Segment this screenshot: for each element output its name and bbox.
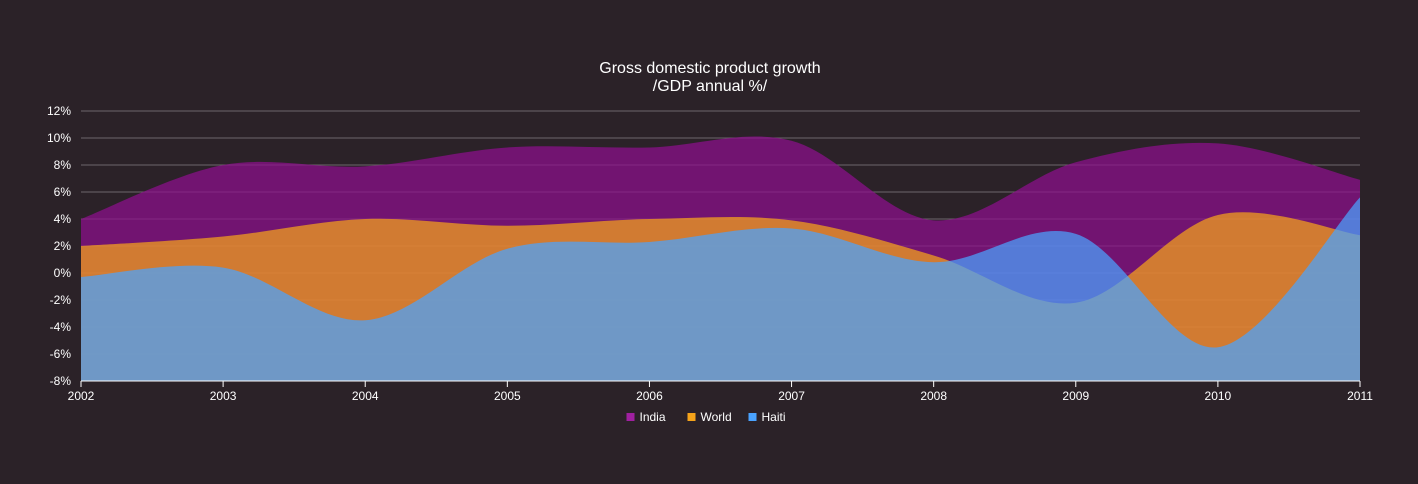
data-point-india[interactable]: [1357, 177, 1363, 183]
legend: India World Haiti: [626, 410, 786, 424]
data-point-india[interactable]: [931, 217, 937, 223]
chart-subtitle: /GDP annual %/: [653, 78, 768, 95]
x-tick-label: 2005: [494, 389, 521, 403]
x-tick-label: 2004: [352, 389, 379, 403]
data-point-haiti[interactable]: [1215, 344, 1221, 350]
y-tick-label: 10%: [47, 131, 71, 145]
data-point-world[interactable]: [220, 234, 226, 240]
y-tick-label: -6%: [50, 347, 72, 361]
data-point-india[interactable]: [78, 216, 84, 222]
x-tick-label: 2002: [68, 389, 95, 403]
legend-item-india[interactable]: India: [626, 410, 666, 424]
legend-swatch: [748, 413, 757, 421]
y-tick-label: -2%: [50, 293, 72, 307]
y-tick-label: 8%: [54, 158, 72, 172]
data-point-haiti[interactable]: [1357, 194, 1363, 200]
data-point-haiti[interactable]: [504, 246, 510, 252]
y-tick-label: 6%: [54, 185, 72, 199]
data-point-india[interactable]: [1215, 140, 1221, 146]
data-point-world[interactable]: [1215, 212, 1221, 218]
data-point-haiti[interactable]: [78, 274, 84, 280]
data-point-world[interactable]: [504, 223, 510, 229]
data-point-haiti[interactable]: [646, 239, 652, 245]
x-tick-label: 2006: [636, 389, 663, 403]
legend-item-haiti[interactable]: Haiti: [748, 410, 786, 424]
axes: 12% 10% 8% 6% 4% 2% 0% -2% -4% -6% -8%2002 2003 2004…: [47, 104, 1373, 403]
y-tick-label: 0%: [54, 266, 72, 280]
y-tick-label: -8%: [50, 374, 72, 388]
data-point-india[interactable]: [789, 138, 795, 144]
data-point-india[interactable]: [220, 162, 226, 168]
data-point-haiti[interactable]: [220, 265, 226, 271]
legend-swatch: [626, 413, 635, 421]
chart-title: Gross domestic product growth: [599, 60, 820, 77]
x-tick-label: 2011: [1347, 389, 1373, 403]
data-point-haiti[interactable]: [789, 225, 795, 231]
legend-label: Haiti: [762, 410, 786, 424]
data-point-world[interactable]: [362, 216, 368, 222]
x-tick-label: 2007: [778, 389, 805, 403]
y-tick-label: -4%: [50, 320, 72, 334]
data-point-world[interactable]: [646, 216, 652, 222]
area-series: [78, 136, 1363, 381]
data-point-india[interactable]: [1073, 159, 1079, 165]
data-point-india[interactable]: [646, 144, 652, 150]
data-point-india[interactable]: [362, 163, 368, 169]
area-haiti[interactable]: [81, 197, 1360, 381]
y-tick-label: 12%: [47, 104, 71, 118]
x-tick-label: 2009: [1062, 389, 1089, 403]
x-tick-label: 2003: [210, 389, 237, 403]
y-tick-label: 2%: [54, 239, 72, 253]
data-point-haiti[interactable]: [1073, 231, 1079, 237]
y-tick-label: 4%: [54, 212, 72, 226]
legend-label: India: [640, 410, 666, 424]
x-tick-label: 2010: [1205, 389, 1232, 403]
x-tick-label: 2008: [920, 389, 947, 403]
data-point-india[interactable]: [504, 144, 510, 150]
data-point-haiti[interactable]: [931, 259, 937, 265]
legend-swatch: [687, 413, 696, 421]
data-point-world[interactable]: [78, 243, 84, 249]
data-point-world[interactable]: [789, 217, 795, 223]
legend-label: World: [701, 410, 732, 424]
legend-item-world[interactable]: World: [687, 410, 732, 424]
data-point-world[interactable]: [931, 252, 937, 258]
data-point-haiti[interactable]: [362, 317, 368, 323]
